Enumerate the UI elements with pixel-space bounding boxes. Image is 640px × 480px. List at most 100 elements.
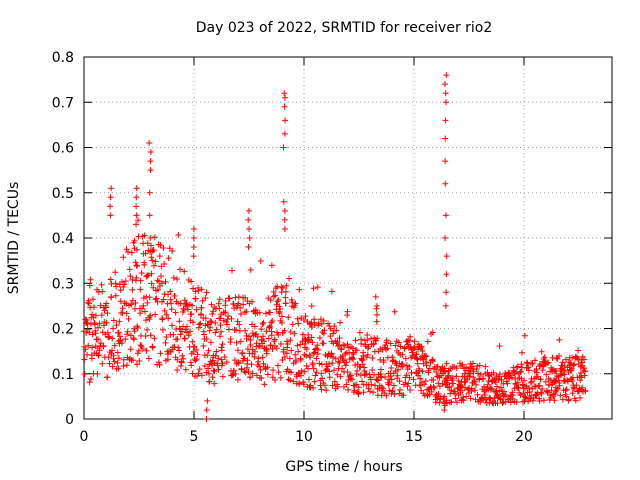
data-point: [383, 392, 390, 399]
data-point: [570, 362, 577, 369]
data-point: [288, 347, 295, 354]
data-point: [219, 341, 226, 348]
data-point: [539, 385, 546, 392]
data-point: [517, 368, 524, 375]
data-point: [342, 351, 349, 358]
data-point: [547, 392, 554, 399]
data-point: [84, 326, 91, 333]
y-tick-label: 0.5: [52, 186, 74, 202]
data-point: [378, 384, 385, 391]
data-point: [386, 379, 393, 386]
data-point: [402, 355, 409, 362]
data-point: [81, 371, 88, 378]
data-point: [115, 329, 122, 336]
data-point: [425, 369, 432, 376]
data-point: [281, 117, 288, 124]
data-point: [213, 326, 220, 333]
data-point: [281, 353, 288, 360]
data-point: [482, 363, 489, 370]
data-point: [533, 369, 540, 376]
data-point: [335, 358, 342, 365]
data-point: [575, 347, 582, 354]
data-point: [471, 378, 478, 385]
data-point: [537, 376, 544, 383]
data-point: [265, 335, 272, 342]
data-point: [274, 298, 281, 305]
data-point: [256, 309, 263, 316]
data-point: [363, 370, 370, 377]
data-point: [133, 212, 140, 219]
data-point: [307, 354, 314, 361]
data-point: [432, 399, 439, 406]
data-point: [517, 392, 524, 399]
data-point: [358, 340, 365, 347]
data-point: [115, 355, 122, 362]
data-point: [311, 349, 318, 356]
data-point: [99, 288, 106, 295]
data-point: [520, 390, 527, 397]
data-point: [477, 371, 484, 378]
data-point: [247, 374, 254, 381]
data-point: [169, 247, 176, 254]
data-point: [158, 273, 165, 280]
data-point: [306, 320, 313, 327]
data-point: [271, 336, 278, 343]
data-point: [150, 247, 157, 254]
data-point: [234, 318, 241, 325]
data-point: [577, 394, 584, 401]
data-point: [325, 351, 332, 358]
data-point: [360, 389, 367, 396]
data-point: [237, 338, 244, 345]
data-point: [380, 385, 387, 392]
data-point: [430, 383, 437, 390]
data-point: [523, 359, 530, 366]
data-point: [488, 385, 495, 392]
data-point: [505, 375, 512, 382]
data-point: [143, 317, 150, 324]
data-point: [279, 284, 286, 291]
chart-title: Day 023 of 2022, SRMTID for receiver rio…: [196, 20, 493, 36]
data-point: [337, 373, 344, 380]
data-point: [411, 344, 418, 351]
data-point: [406, 363, 413, 370]
data-point: [152, 258, 159, 265]
data-point: [211, 368, 218, 375]
data-point: [362, 341, 369, 348]
data-point: [559, 396, 566, 403]
data-point: [277, 341, 284, 348]
data-point: [147, 242, 154, 249]
data-point: [269, 317, 276, 324]
data-point: [228, 315, 235, 322]
data-point: [444, 379, 451, 386]
data-point: [89, 331, 96, 338]
data-point: [127, 346, 134, 353]
data-point: [188, 278, 195, 285]
data-point: [441, 406, 448, 413]
data-point: [87, 375, 94, 382]
data-point: [469, 360, 476, 367]
data-point: [232, 327, 239, 334]
data-point: [204, 352, 211, 359]
data-point: [525, 364, 532, 371]
data-point: [92, 330, 99, 337]
data-point: [281, 130, 288, 137]
data-point: [204, 397, 211, 404]
data-point: [89, 311, 96, 318]
y-tick-label: 0.8: [52, 50, 74, 66]
data-point: [126, 266, 133, 273]
data-point: [330, 330, 337, 337]
data-point: [493, 388, 500, 395]
data-point: [297, 356, 304, 363]
grid-lines: [84, 57, 612, 419]
data-point: [141, 308, 148, 315]
data-point: [356, 329, 363, 336]
data-point: [395, 339, 402, 346]
data-point: [133, 194, 140, 201]
data-point: [436, 383, 443, 390]
data-point: [369, 355, 376, 362]
data-point: [130, 336, 137, 343]
data-point: [163, 311, 170, 318]
y-axis-label: SRMTID / TECUs: [6, 182, 22, 295]
data-point: [561, 362, 568, 369]
data-point: [521, 377, 528, 384]
